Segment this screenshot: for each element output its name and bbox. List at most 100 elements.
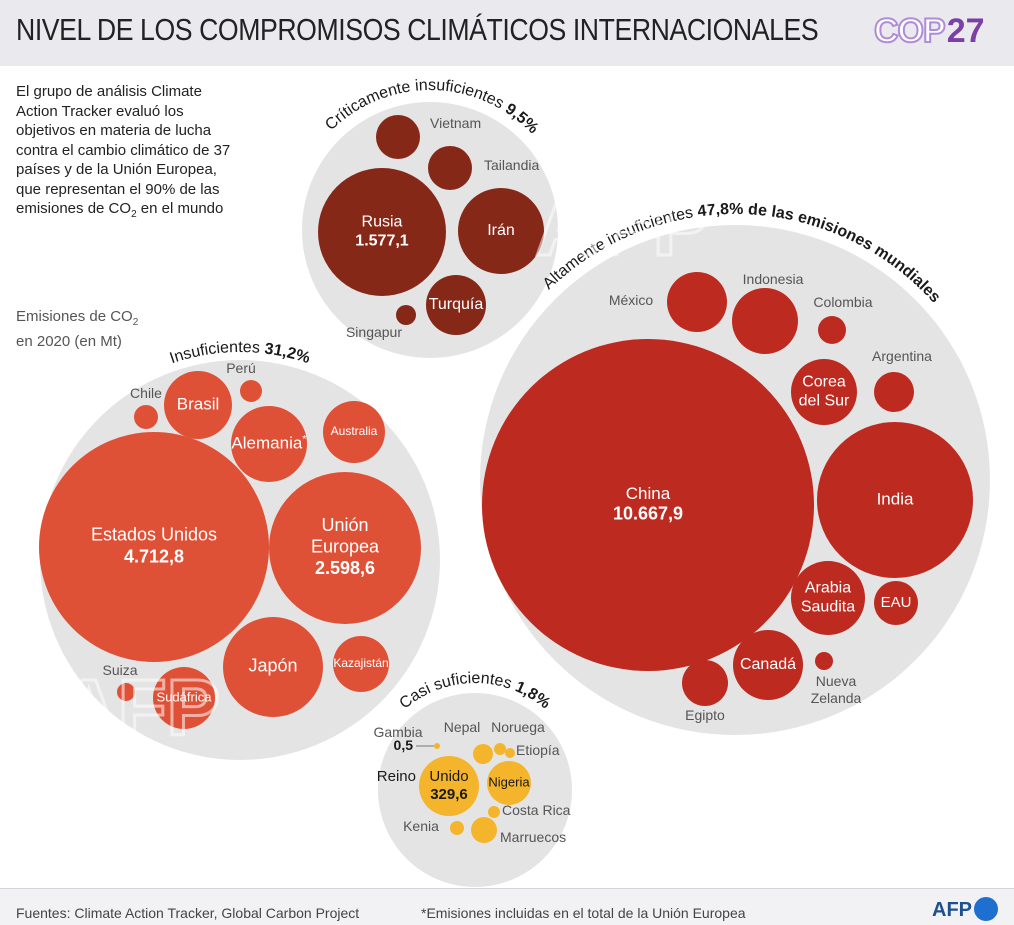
bubble-japon-label: Japón bbox=[248, 656, 297, 676]
bubble-canada bbox=[733, 630, 803, 700]
bubble-costa-rica-label: Costa Rica bbox=[502, 802, 571, 818]
bubble-turquia-label: Turquía bbox=[429, 296, 484, 313]
bubble-kenia-label: Kenia bbox=[403, 818, 439, 834]
emissions-co2-subscript: 2 bbox=[132, 317, 139, 328]
bubble-india-label: India bbox=[877, 489, 914, 508]
bubble-eau-label: EAU bbox=[881, 594, 912, 611]
bubble-nueva-zelanda-label: Nueva Zelanda bbox=[811, 673, 862, 706]
afp-watermark-2: AFP bbox=[60, 663, 220, 752]
bubble-indonesia-label: Indonesia bbox=[743, 271, 804, 287]
bubble-turquia bbox=[426, 275, 486, 335]
bubble-rusia bbox=[318, 168, 446, 296]
bubble-nueva-zelanda bbox=[815, 652, 833, 670]
bubble-egipto-label: Egipto bbox=[685, 707, 725, 723]
group-criticamente: Críticamente insuficientes 9,5%VietnamTa… bbox=[302, 77, 558, 358]
bubble-china-value: 10.667,9 bbox=[613, 503, 683, 523]
source-text: Fuentes: Climate Action Tracker, Global … bbox=[16, 905, 360, 921]
intro-co2-subscript: 2 bbox=[131, 209, 137, 220]
bubble-china-label: China bbox=[626, 484, 671, 503]
bubble-tailandia bbox=[428, 146, 472, 190]
cop27-logo: COP27 bbox=[873, 11, 985, 51]
footnote-text: *Emisiones incluidas en el total de la U… bbox=[421, 905, 746, 921]
bubble-union-europea-label: Unión Europea bbox=[311, 515, 380, 557]
cop-logo-number: 27 bbox=[946, 12, 985, 50]
bubble-noruega-label: Noruega bbox=[491, 719, 545, 735]
intro-text: El grupo de análisis Climate Action Trac… bbox=[16, 82, 231, 225]
group-insuficientes: Insuficientes 31,2%ChileBrasilPerúAleman… bbox=[39, 339, 440, 760]
bubble-union-europea-value: 2.598,6 bbox=[315, 558, 375, 578]
bubble-peru bbox=[240, 380, 262, 402]
bubble-colombia bbox=[818, 316, 846, 344]
intro-text-end: en el mundo bbox=[136, 200, 224, 217]
bubble-iran bbox=[458, 188, 544, 274]
bubble-estados-unidos bbox=[39, 432, 269, 662]
bubble-canada-label: Canadá bbox=[740, 656, 796, 673]
bubble-china bbox=[482, 339, 814, 671]
bubble-suiza-label: Suiza bbox=[102, 662, 137, 678]
bubble-kazajistan-label: Kazajistán bbox=[333, 656, 388, 670]
bubble-reino-unido-value: 329,6 bbox=[430, 786, 468, 803]
bubble-australia-label: Australia bbox=[331, 424, 378, 438]
bubble-sudafrica bbox=[153, 667, 215, 729]
bubble-gambia-value: 0,5 bbox=[394, 737, 414, 753]
bubble-marruecos bbox=[471, 817, 497, 843]
afp-watermark-1: AFP bbox=[535, 175, 711, 274]
bubble-australia bbox=[323, 401, 385, 463]
footer-bar bbox=[0, 889, 1014, 925]
bubble-costa-rica bbox=[488, 806, 500, 818]
bubble-peru-label: Perú bbox=[226, 360, 256, 376]
bubble-gambia bbox=[434, 743, 440, 749]
bubble-estados-unidos-value: 4.712,8 bbox=[124, 546, 184, 566]
bubble-alemania bbox=[231, 406, 307, 482]
bubble-nigeria bbox=[487, 761, 531, 805]
bubble-chile bbox=[134, 405, 158, 429]
header-bar: NIVEL DE LOS COMPROMISOS CLIMÁTICOS INTE… bbox=[0, 0, 1014, 66]
bubble-chile-label: Chile bbox=[130, 385, 162, 401]
emissions-caption: Emisiones de CO2 en 2020 (en Mt) bbox=[16, 307, 176, 351]
bubble-estados-unidos-label: Estados Unidos bbox=[91, 525, 217, 545]
bubble-indonesia bbox=[732, 288, 798, 354]
bubble-brasil bbox=[164, 371, 232, 439]
bubble-japon bbox=[223, 617, 323, 717]
bubble-marruecos-label: Marruecos bbox=[500, 829, 566, 845]
emissions-caption-line2: en 2020 (en Mt) bbox=[16, 333, 122, 350]
bubble-egipto bbox=[682, 660, 728, 706]
page-title: NIVEL DE LOS COMPROMISOS CLIMÁTICOS INTE… bbox=[16, 12, 819, 47]
afp-logo-dot-icon bbox=[974, 897, 998, 921]
bubble-corea-del-sur bbox=[791, 359, 857, 425]
bubble-argentina-label: Argentina bbox=[872, 348, 932, 364]
bubble-eau bbox=[874, 581, 918, 625]
bubble-reino-unido bbox=[419, 756, 479, 816]
bubble-vietnam-label: Vietnam bbox=[430, 115, 481, 131]
cop-logo-text: COP bbox=[873, 11, 947, 51]
bubble-noruega bbox=[494, 743, 506, 755]
bubble-brasil-label: Brasil bbox=[177, 394, 220, 413]
bubble-reino-unido-label: Unido bbox=[429, 768, 468, 785]
bubble-reino-unido-label-prefix: Reino bbox=[377, 768, 416, 785]
bubble-india bbox=[817, 422, 973, 578]
bubble-arabia-saudita-label: Arabia Saudita bbox=[801, 579, 855, 615]
bubble-gambia-label: Gambia bbox=[373, 724, 422, 740]
bubble-sudafrica-label: Sudáfrica bbox=[157, 689, 213, 704]
bubble-rusia-value: 1.577,1 bbox=[355, 233, 408, 250]
bubble-etiopia bbox=[505, 748, 515, 758]
bubble-mexico-label: México bbox=[609, 292, 654, 308]
bubble-tailandia-label: Tailandia bbox=[484, 157, 539, 173]
bubble-nigeria-label: Nigeria bbox=[488, 774, 530, 789]
afp-logo-text: AFP bbox=[932, 899, 972, 921]
bubble-nepal-label: Nepal bbox=[444, 719, 481, 735]
group-altamente: Altamente insuficientes 47,8% de las emi… bbox=[480, 201, 990, 735]
bubble-vietnam bbox=[376, 115, 420, 159]
bubble-mexico bbox=[667, 272, 727, 332]
bubble-arabia-saudita bbox=[791, 561, 865, 635]
bubble-alemania-label: Alemania* bbox=[231, 433, 307, 452]
bubble-iran-label: Irán bbox=[487, 222, 515, 239]
bubble-singapur-label: Singapur bbox=[346, 324, 402, 340]
bubble-singapur bbox=[396, 305, 416, 325]
emissions-caption-line1: Emisiones de CO bbox=[16, 308, 133, 325]
bubble-etiopia-label: Etiopía bbox=[516, 742, 560, 758]
bubble-kenia bbox=[450, 821, 464, 835]
